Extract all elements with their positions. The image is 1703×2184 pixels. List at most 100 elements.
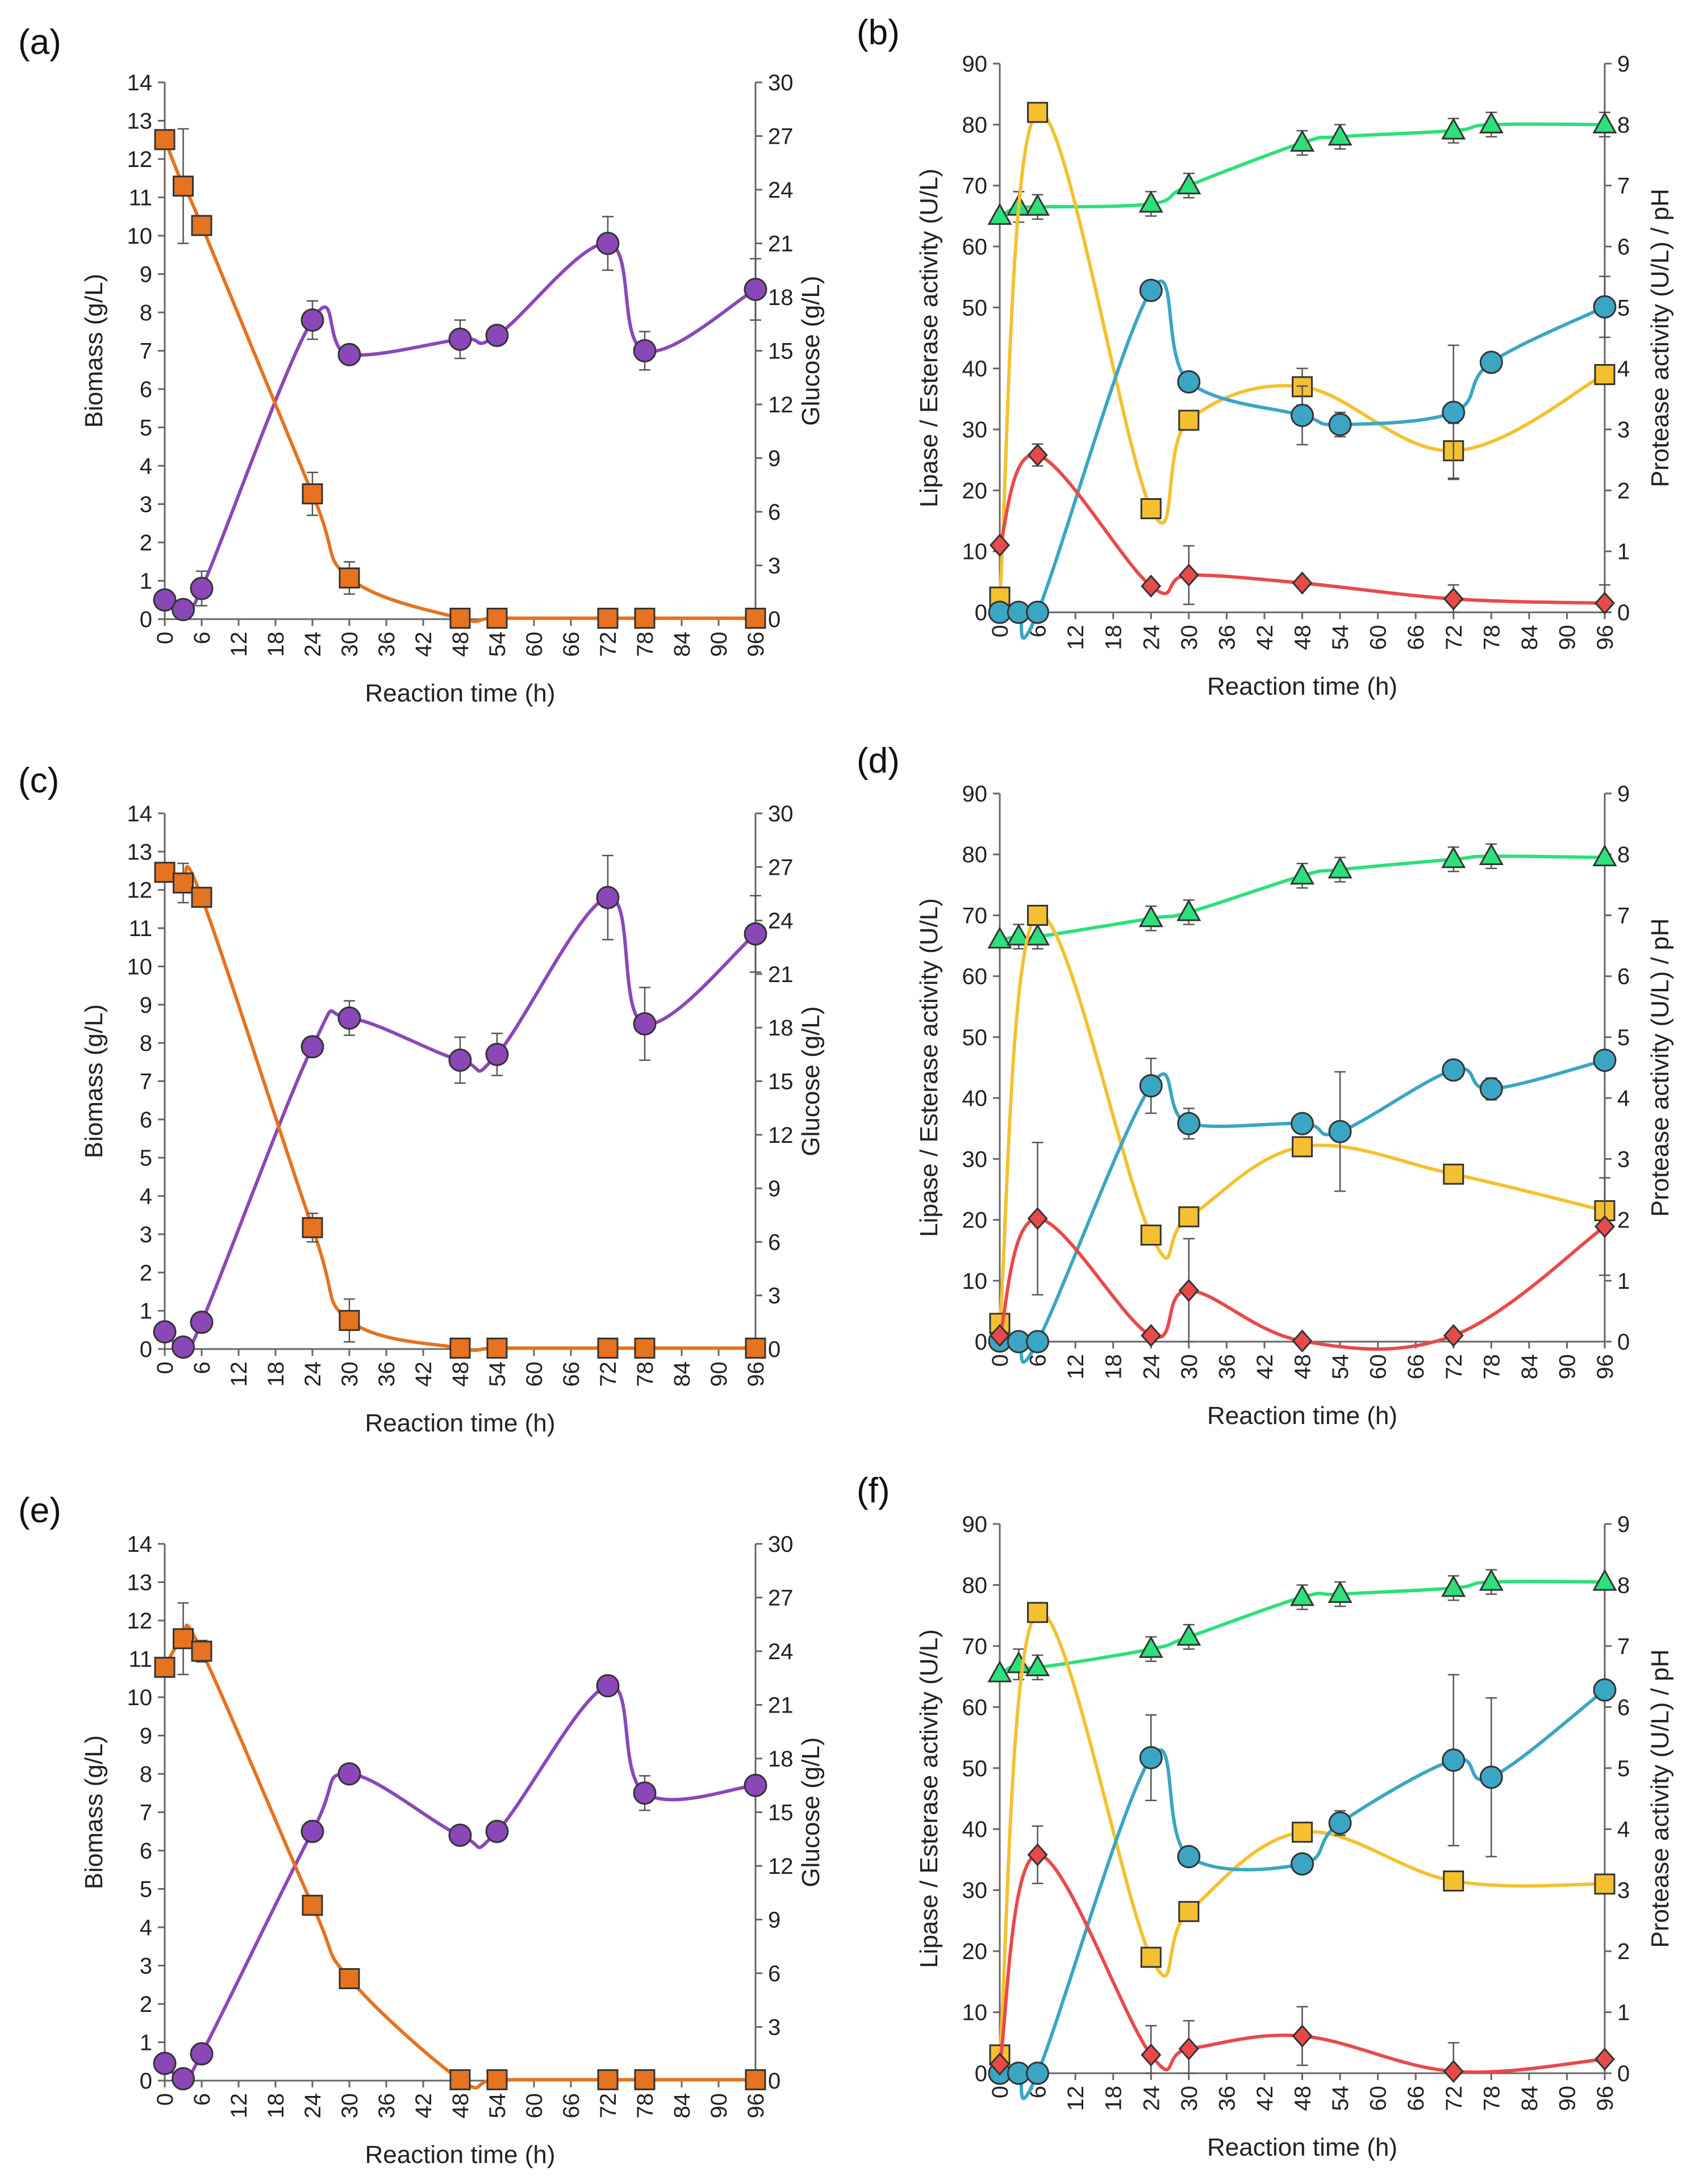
x-tick-label: 84	[1517, 2086, 1542, 2111]
data-point-circle	[1026, 600, 1050, 624]
data-point-square	[154, 1656, 176, 1678]
x-tick-label: 24	[300, 632, 325, 657]
y-tick-label: 5	[140, 1146, 152, 1171]
data-point-square	[191, 1640, 212, 1662]
data-point-triangle	[1328, 123, 1353, 146]
y2-axis-label: Glucose (g/L)	[797, 275, 825, 425]
x-tick-label: 66	[1404, 625, 1429, 650]
y2-axis-label: Glucose (g/L)	[797, 1006, 825, 1156]
y-axis-label: Biomass (g/L)	[80, 274, 108, 428]
data-point-square	[745, 1337, 766, 1359]
x-axis-label: Reaction time (h)	[365, 679, 555, 707]
y2-tick-label: 2	[1617, 1208, 1630, 1233]
y-tick-label: 5	[140, 1877, 152, 1902]
x-tick-label: 18	[264, 632, 289, 657]
series-glucose	[154, 128, 766, 629]
x-tick-label: 60	[1366, 2086, 1391, 2111]
x-tick-label: 66	[559, 1362, 584, 1387]
series-line	[163, 896, 757, 1356]
x-tick-label: 0	[988, 625, 1013, 637]
y-tick-label: 3	[140, 1954, 152, 1979]
data-point-circle	[1139, 1746, 1163, 1770]
x-tick-label: 78	[633, 1362, 658, 1387]
y2-tick-label: 9	[1617, 52, 1630, 77]
y-tick-label: 2	[140, 1992, 152, 2017]
data-point-circle	[633, 1781, 657, 1805]
y-tick-label: 40	[962, 1086, 988, 1111]
data-point-triangle	[987, 203, 1012, 225]
x-tick-label: 66	[559, 2093, 584, 2119]
series-line	[164, 865, 756, 1352]
x-tick-label: 90	[1555, 1354, 1580, 1380]
y-tick-label: 0	[140, 1337, 152, 1362]
y2-axis-label: Protease activity (U/L) / pH	[1646, 918, 1674, 1217]
data-point-circle	[448, 1823, 472, 1847]
y-tick-label: 90	[962, 52, 988, 77]
data-point-circle	[190, 577, 214, 600]
y-tick-label: 40	[962, 1817, 988, 1842]
series-esterase	[989, 1142, 1616, 1353]
panel-label: (c)	[18, 761, 59, 800]
series-line	[999, 1058, 1605, 1364]
y-tick-label: 3	[140, 492, 152, 517]
y2-tick-label: 4	[1617, 1817, 1630, 1842]
data-point-circle	[596, 232, 620, 255]
data-point-square	[1027, 102, 1049, 123]
data-point-circle	[1139, 1074, 1163, 1098]
data-point-triangle	[1289, 1584, 1315, 1606]
y2-tick-label: 30	[768, 1532, 794, 1557]
data-point-triangle	[1006, 1651, 1031, 1673]
data-point-triangle	[987, 926, 1012, 949]
panel-c: (c)0123456789101112131403691215182124273…	[18, 761, 825, 1437]
y-tick-label: 8	[140, 300, 152, 325]
y-tick-label: 14	[127, 1532, 153, 1557]
y-tick-label: 7	[140, 1070, 152, 1095]
x-tick-label: 72	[1442, 625, 1467, 650]
data-point-triangle	[1176, 1623, 1201, 1646]
y2-tick-label: 2	[1617, 1939, 1630, 1964]
data-point-square	[597, 607, 619, 629]
data-point-square	[339, 567, 360, 589]
data-point-triangle	[1138, 190, 1163, 213]
y-tick-label: 1	[140, 569, 152, 594]
data-point-circle	[485, 324, 509, 347]
data-point-square	[154, 129, 176, 151]
x-tick-label: 90	[707, 2093, 732, 2119]
data-point-diamond	[989, 1324, 1011, 1347]
series-esterase	[989, 443, 1616, 615]
y-tick-label: 1	[140, 1299, 152, 1324]
y-tick-label: 70	[962, 1634, 988, 1659]
x-tick-label: 84	[670, 632, 695, 657]
x-tick-label: 54	[485, 1362, 510, 1387]
data-point-square	[154, 862, 176, 883]
y2-tick-label: 6	[1617, 235, 1630, 260]
y-tick-label: 50	[962, 295, 988, 320]
data-point-circle	[1291, 1852, 1314, 1876]
data-point-circle	[337, 343, 361, 366]
data-point-triangle	[1138, 905, 1163, 928]
y2-tick-label: 6	[768, 1961, 780, 1986]
series-lipase	[988, 1049, 1617, 1364]
data-point-square	[1027, 904, 1049, 926]
y-tick-label: 4	[140, 1915, 152, 1940]
data-point-circle	[633, 339, 657, 362]
y-tick-label: 11	[128, 1647, 152, 1672]
y2-tick-label: 0	[1617, 1330, 1630, 1355]
y-tick-label: 4	[140, 1184, 152, 1209]
y-tick-label: 0	[140, 2069, 152, 2094]
x-tick-label: 6	[190, 1362, 215, 1374]
y2-tick-label: 0	[1617, 2061, 1630, 2086]
y-tick-label: 90	[962, 1512, 988, 1537]
x-tick-label: 6	[1026, 1354, 1051, 1367]
data-point-circle	[337, 1762, 361, 1786]
y-tick-label: 4	[140, 454, 152, 479]
y2-tick-label: 30	[768, 70, 794, 95]
y-axis-label: Lipase / Esterase activity (U/L)	[915, 1629, 943, 1968]
x-tick-label: 54	[1328, 625, 1353, 650]
y2-tick-label: 6	[1617, 964, 1630, 989]
x-tick-label: 54	[485, 2093, 510, 2119]
data-point-square	[1292, 1136, 1313, 1158]
x-tick-label: 90	[1555, 625, 1580, 650]
